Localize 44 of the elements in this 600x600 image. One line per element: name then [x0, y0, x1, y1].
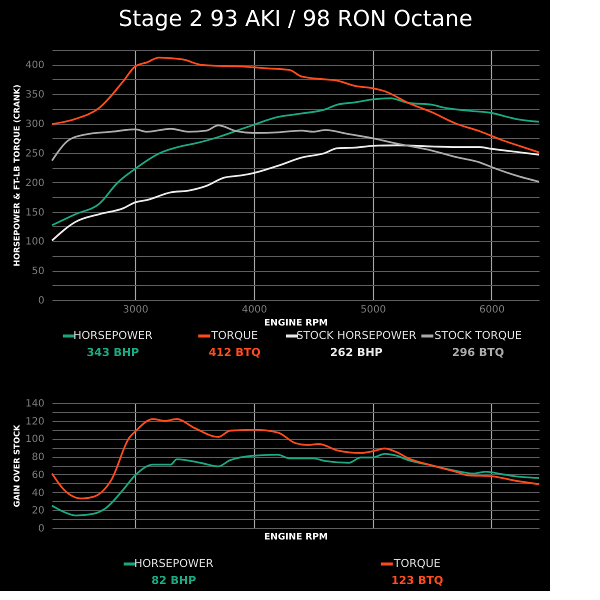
x-tick-label: 5000 [360, 304, 386, 316]
x-axis-title: ENGINE RPM [264, 318, 328, 328]
y-tick-label: 140 [25, 398, 44, 410]
y-tick-label: 120 [25, 416, 44, 428]
y-tick-label: 40 [32, 488, 44, 499]
line-series [51, 97, 540, 226]
y-axis-title: HORSEPOWER & FT-LB TORQUE (CRANK) [12, 84, 22, 266]
line-series [51, 144, 540, 242]
y-tick-label: 150 [25, 207, 44, 218]
text: 412 BTQ [208, 346, 261, 359]
y-tick-label: 100 [25, 236, 44, 248]
legend-label: TORQUE [210, 329, 258, 342]
y-tick-label: 300 [25, 119, 44, 130]
x-tick-label: 6000 [479, 304, 505, 316]
y-tick-label: 80 [32, 452, 44, 464]
legend-label: TORQUE [392, 557, 441, 570]
chart-title: Stage 2 93 AKI / 98 RON Octane [118, 7, 472, 32]
y-tick-label: 0 [38, 296, 44, 306]
y-axis-title: GAIN OVER STOCK [12, 424, 22, 508]
y-tick-label: 400 [25, 60, 44, 72]
x-axis-title: ENGINE RPM [264, 532, 328, 542]
x-tick-label: 3000 [122, 304, 148, 316]
text: 343 BHP [86, 346, 140, 359]
line-series [51, 124, 540, 183]
y-tick-label: 50 [32, 266, 44, 278]
text: 123 BTQ [391, 574, 444, 587]
y-tick-label: 0 [38, 524, 44, 534]
legend-label: HORSEPOWER [134, 557, 214, 570]
text: 82 BHP [151, 574, 196, 587]
line-series [51, 56, 540, 154]
text: 296 BTQ [452, 346, 504, 359]
y-tick-label: 20 [32, 506, 44, 517]
y-tick-label: 250 [25, 148, 44, 160]
legend-label: HORSEPOWER [73, 329, 153, 342]
y-tick-label: 200 [25, 178, 44, 189]
legend-label: STOCK HORSEPOWER [296, 329, 417, 342]
legend-label: STOCK TORQUE [434, 329, 522, 342]
y-tick-label: 100 [25, 434, 44, 446]
y-tick-label: 60 [32, 470, 44, 481]
text: 262 BHP [330, 346, 383, 359]
x-tick-label: 4000 [242, 304, 268, 316]
line-series [51, 452, 540, 516]
y-tick-label: 350 [25, 90, 44, 101]
line-series [51, 418, 540, 500]
